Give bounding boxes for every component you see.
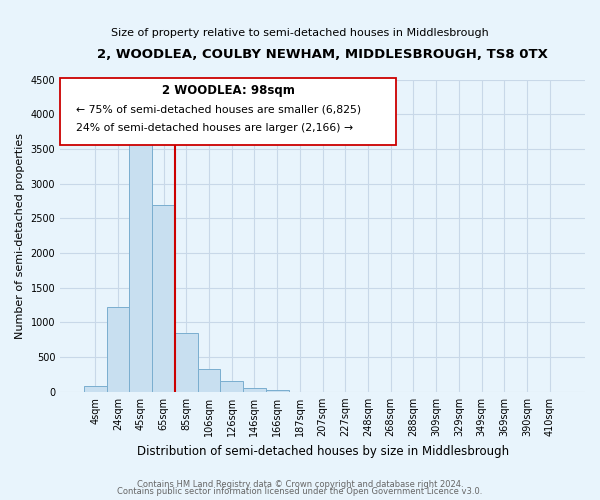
Bar xyxy=(243,388,266,392)
X-axis label: Distribution of semi-detached houses by size in Middlesbrough: Distribution of semi-detached houses by … xyxy=(137,444,509,458)
Text: 2 WOODLEA: 98sqm: 2 WOODLEA: 98sqm xyxy=(161,84,295,98)
Text: Contains public sector information licensed under the Open Government Licence v3: Contains public sector information licen… xyxy=(118,488,482,496)
Text: ← 75% of semi-detached houses are smaller (6,825): ← 75% of semi-detached houses are smalle… xyxy=(76,104,361,115)
Text: Size of property relative to semi-detached houses in Middlesbrough: Size of property relative to semi-detach… xyxy=(111,28,489,38)
Bar xyxy=(175,333,197,392)
Bar xyxy=(152,204,175,392)
Y-axis label: Number of semi-detached properties: Number of semi-detached properties xyxy=(15,133,25,339)
Title: 2, WOODLEA, COULBY NEWHAM, MIDDLESBROUGH, TS8 0TX: 2, WOODLEA, COULBY NEWHAM, MIDDLESBROUGH… xyxy=(97,48,548,60)
Text: 24% of semi-detached houses are larger (2,166) →: 24% of semi-detached houses are larger (… xyxy=(76,124,353,134)
Text: Contains HM Land Registry data © Crown copyright and database right 2024.: Contains HM Land Registry data © Crown c… xyxy=(137,480,463,489)
Bar xyxy=(197,369,220,392)
Bar xyxy=(266,390,289,392)
Bar xyxy=(84,386,107,392)
FancyBboxPatch shape xyxy=(60,78,396,146)
Bar xyxy=(130,142,152,392)
Bar xyxy=(220,380,243,392)
Bar xyxy=(107,306,130,392)
